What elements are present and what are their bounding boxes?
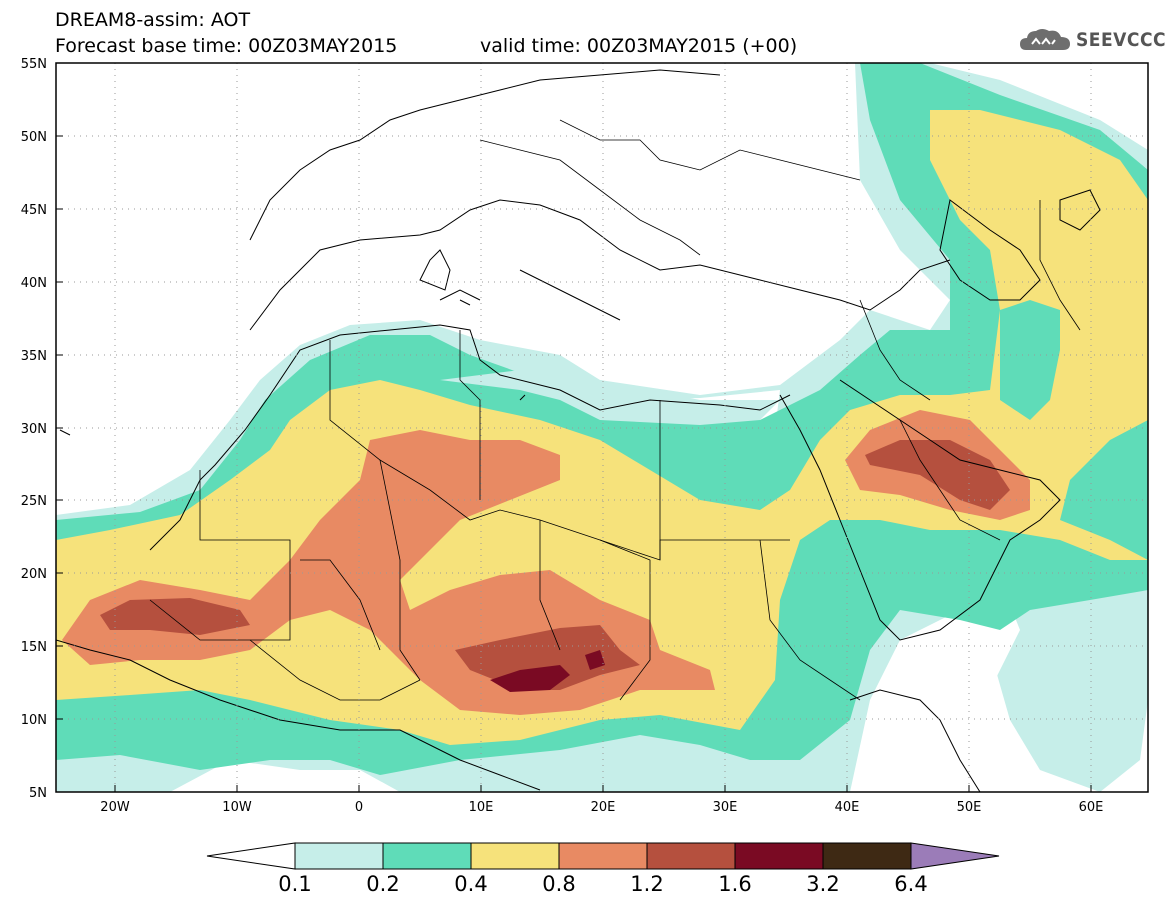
lat-label: 40N <box>21 276 47 291</box>
lat-label: 25N <box>21 494 47 509</box>
lat-label: 5N <box>29 786 47 801</box>
colorbar-label: 0.1 <box>278 872 312 896</box>
colorbar-label: 3.2 <box>806 872 840 896</box>
colorbar-over-arrow <box>910 842 1000 870</box>
valid-time: valid time: 00Z03MAY2015 (+00) <box>480 35 798 57</box>
colorbar-label: 0.2 <box>366 872 400 896</box>
colorbar-label: 1.2 <box>630 872 664 896</box>
forecast-base-time: Forecast base time: 00Z03MAY2015 <box>55 35 398 57</box>
colorbar-label: 0.4 <box>454 872 488 896</box>
grid-lines <box>56 63 1148 792</box>
logo-text: SEEVCCC <box>1076 29 1165 51</box>
lat-label: 55N <box>21 57 47 72</box>
lon-labels: 20W 10W 0 10E 20E 30E 40E 50E 60E <box>100 800 1103 815</box>
aot-level-1.2-sahel <box>455 625 640 690</box>
aot-level-1.2-arabia <box>865 440 1010 510</box>
lon-label: 50E <box>957 800 982 815</box>
lon-label: 20W <box>100 800 130 815</box>
aot-level-0.1-gap-gulf-guinea <box>170 760 400 792</box>
cloud-logo-icon <box>1020 29 1070 50</box>
coastlines <box>56 69 1101 792</box>
lat-label: 45N <box>21 203 47 218</box>
colorbar-segment <box>558 842 648 870</box>
colorbar-label: 6.4 <box>894 872 928 896</box>
colorbar-segment <box>294 842 384 870</box>
lat-label: 15N <box>21 640 47 655</box>
lat-label: 50N <box>21 130 47 145</box>
lon-label: 10E <box>469 800 494 815</box>
colorbar-label: 0.8 <box>542 872 576 896</box>
colorbar-segment <box>646 842 736 870</box>
aot-level-1.6 <box>490 665 570 692</box>
colorbar-segment <box>470 842 560 870</box>
lat-label: 10N <box>21 713 47 728</box>
lat-labels: 55N 50N 45N 40N 35N 30N 25N 20N 15N 10N … <box>21 57 47 801</box>
lat-label: 20N <box>21 567 47 582</box>
lat-label: 30N <box>21 422 47 437</box>
lon-label: 10W <box>222 800 252 815</box>
colorbar <box>206 842 1000 870</box>
lon-label: 30E <box>713 800 738 815</box>
aot-level-0.4-gap-arabia <box>1000 300 1060 420</box>
colorbar-label: 1.6 <box>718 872 752 896</box>
lon-label: 40E <box>835 800 860 815</box>
map-title: DREAM8-assim: AOT <box>55 9 251 31</box>
aot-level-1.2 <box>100 598 250 635</box>
tick-marks <box>56 62 1092 793</box>
lon-label: 0 <box>355 800 363 815</box>
lon-label: 60E <box>1079 800 1104 815</box>
lon-label: 20E <box>591 800 616 815</box>
lat-label: 35N <box>21 349 47 364</box>
colorbar-segment <box>822 842 912 870</box>
country-borders <box>149 119 1081 701</box>
aot-level-0.2-gap-north-africa <box>440 370 780 425</box>
colorbar-under-arrow <box>206 842 296 870</box>
colorbar-segment <box>382 842 472 870</box>
colorbar-segment <box>734 842 824 870</box>
aot-level-1.6-b <box>585 650 605 670</box>
